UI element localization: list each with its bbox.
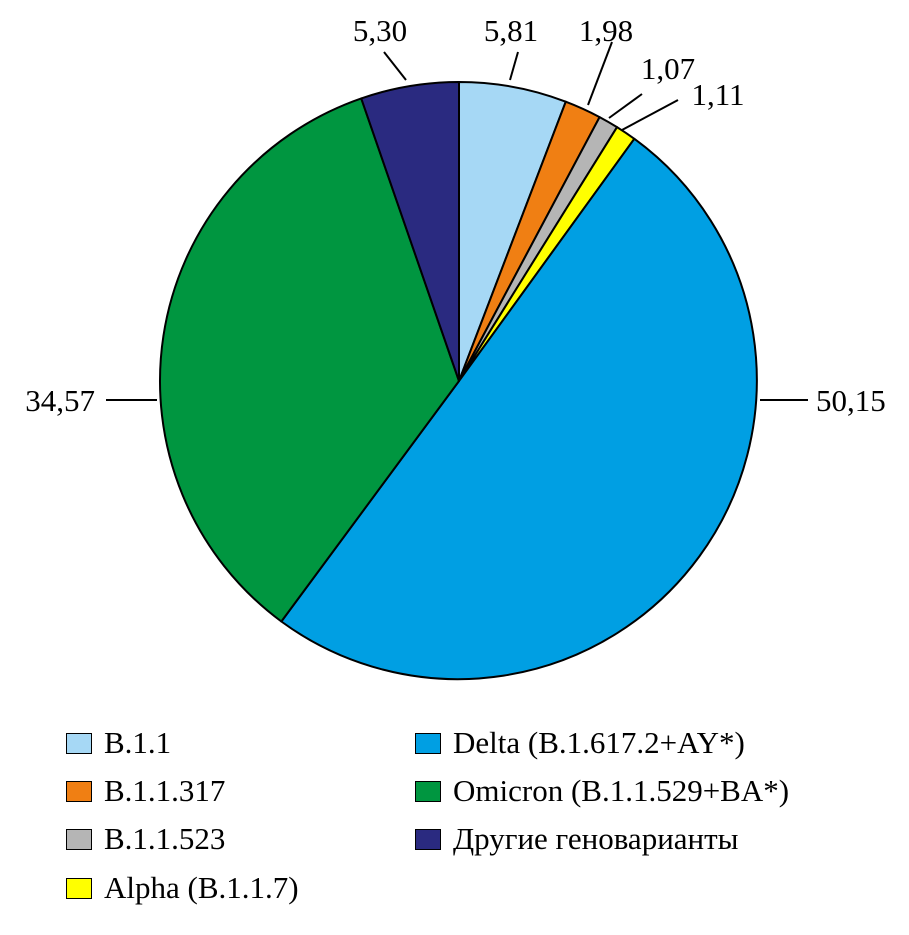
legend-label-other: Другие геноварианты — [453, 821, 739, 856]
data-label-другие-геноварианты: 5,30 — [353, 13, 407, 48]
leader-line-b-1-1 — [509, 51, 519, 81]
legend-item-b-1-1-317: B.1.1.317 — [66, 774, 225, 808]
data-label-b-1-1: 5,81 — [484, 13, 538, 48]
legend-swatch-alpha — [66, 877, 92, 899]
leader-line-другие-геноварианты — [383, 51, 407, 81]
legend-label-b-1-1: B.1.1 — [104, 725, 172, 760]
pie-chart: 5,81 1,981,071,11 50,15 34,57 5,30 — [25, 13, 886, 681]
pie-slice-delta-b-1-617-2-ay — [280, 137, 758, 681]
legend-label-delta: Delta (B.1.617.2+AY*) — [453, 725, 745, 760]
data-label-alpha-b-1-1-7: 1,11 — [691, 77, 744, 112]
legend-label-b-1-1-523: B.1.1.523 — [104, 821, 226, 856]
legend-swatch-b-1-1-523 — [66, 828, 92, 850]
legend-swatch-b-1-1-317 — [66, 780, 92, 802]
data-label-omicron-b-1-1-529-ba: 34,57 — [25, 383, 95, 418]
pie-slice-другие-геноварианты — [360, 81, 460, 382]
leader-line-b-1-1-523 — [608, 93, 643, 119]
legend-swatch-other — [415, 828, 441, 850]
legend-swatch-omicron — [415, 780, 441, 802]
legend-label-omicron: Omicron (B.1.1.529+BA*) — [453, 773, 790, 808]
legend-label-b-1-1-317: B.1.1.317 — [104, 773, 226, 808]
data-label-b-1-1-523: 1,07 — [641, 51, 695, 86]
legend-item-other: Другие геноварианты — [415, 822, 739, 856]
legend-label-alpha: Alpha (B.1.1.7) — [104, 870, 299, 905]
pie-slice-omicron-b-1-1-529-ba — [159, 97, 460, 623]
leader-line-b-1-1-317 — [587, 41, 613, 106]
leader-line-alpha-b-1-1-7 — [621, 99, 679, 131]
legend-swatch-delta — [415, 732, 441, 754]
legend-item-b-1-1-523: B.1.1.523 — [66, 822, 225, 856]
legend-swatch-b-1-1 — [66, 732, 92, 754]
data-label-delta-b-1-617-2-ay: 50,15 — [816, 383, 886, 418]
legend-item-delta: Delta (B.1.617.2+AY*) — [415, 726, 745, 760]
legend-item-b-1-1: B.1.1 — [66, 726, 171, 760]
data-label-b-1-1-317: 1,98 — [579, 13, 633, 48]
legend-item-omicron: Omicron (B.1.1.529+BA*) — [415, 774, 789, 808]
legend-item-alpha: Alpha (B.1.1.7) — [66, 871, 299, 905]
